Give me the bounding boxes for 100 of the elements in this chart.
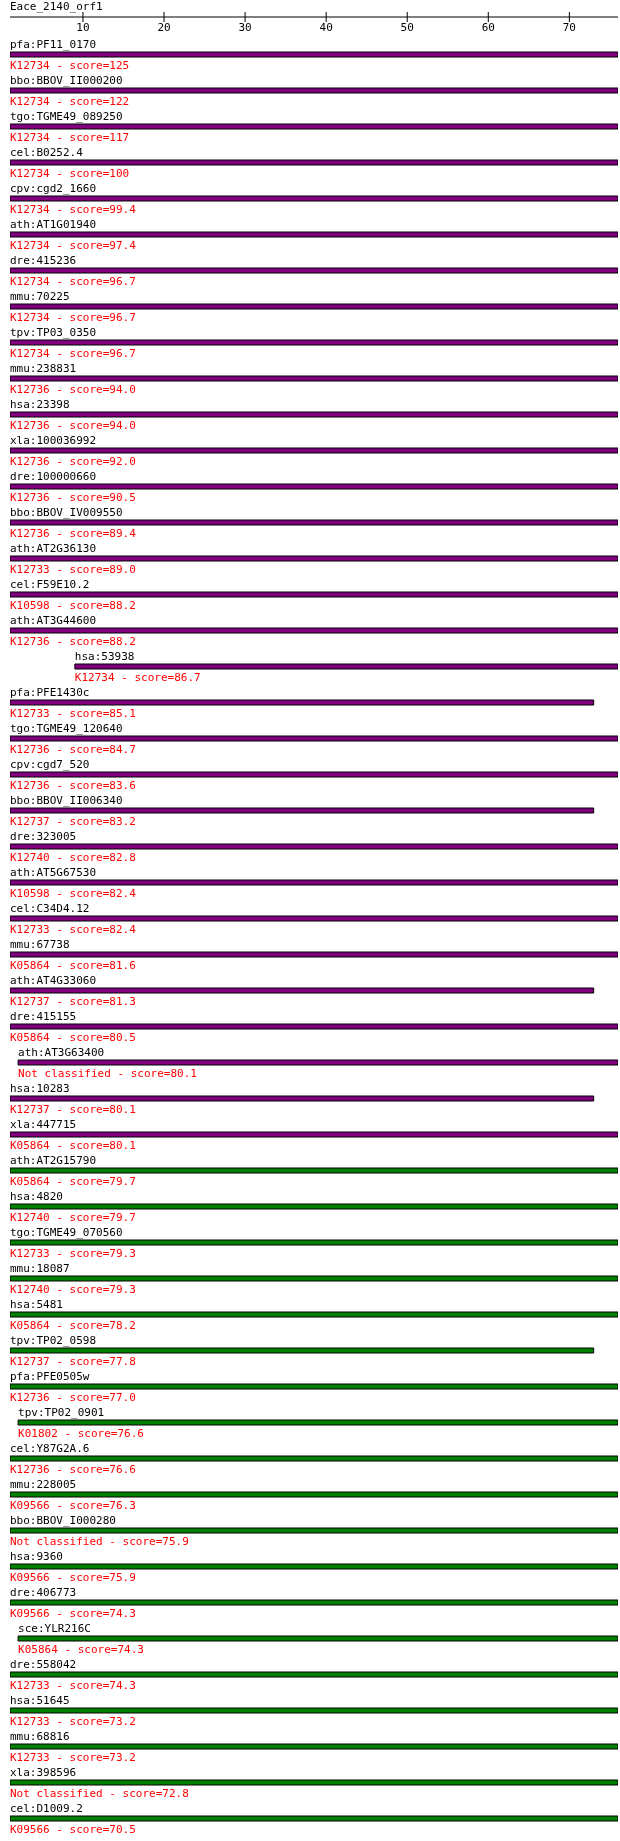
y-tick-label: cel:D1009.2 (10, 1802, 83, 1815)
annotation: K12733 - score=89.0 (10, 563, 136, 576)
y-tick-label: pfa:PFE0505w (10, 1370, 90, 1383)
annotation: K05864 - score=80.1 (10, 1139, 136, 1152)
annotation: K12734 - score=117 (10, 131, 130, 144)
annotation: K09566 - score=74.3 (10, 1607, 136, 1620)
y-tick-label: dre:100000660 (10, 470, 97, 483)
annotation: K12736 - score=88.2 (10, 635, 136, 648)
y-tick-label: xla:398596 (10, 1766, 77, 1779)
y-tick-label: hsa:23398 (10, 398, 70, 411)
y-tick-label: bbo:BBOV_II006340 (10, 794, 123, 807)
y-tick-label: dre:558042 (10, 1658, 77, 1671)
y-tick-label: mmu:18087 (10, 1262, 70, 1275)
chart-title: Eace_2140_orf1 (10, 0, 103, 14)
y-tick-label: cel:C34D4.12 (10, 902, 90, 915)
y-tick-label: ath:AT2G36130 (10, 542, 97, 555)
y-tick-label: tgo:TGME49_089250 (10, 110, 123, 123)
annotation: K12734 - score=99.4 (10, 203, 137, 216)
annotation: K05864 - score=78.2 (10, 1319, 136, 1332)
y-tick-label: hsa:51645 (10, 1694, 70, 1707)
annotation: Not classified - score=72.8 (10, 1787, 189, 1800)
x-tick-label: 50 (400, 21, 414, 34)
y-tick-label: cel:Y87G2A.6 (10, 1442, 90, 1455)
annotation: Not classified - score=75.9 (10, 1535, 189, 1548)
annotation: K05864 - score=74.3 (18, 1643, 144, 1656)
annotation: K12734 - score=96.7 (10, 347, 136, 360)
annotation: K05864 - score=79.7 (10, 1175, 136, 1188)
annotation: K12736 - score=92.0 (10, 455, 136, 468)
annotation: K12737 - score=77.8 (10, 1355, 136, 1368)
annotation: K12736 - score=83.6 (10, 779, 136, 792)
y-tick-label: tpv:TP02_0598 (10, 1334, 97, 1347)
annotation: K12740 - score=79.3 (10, 1283, 136, 1296)
y-tick-label: cpv:cgd2_1660 (10, 182, 97, 195)
x-tick-label: 20 (157, 21, 171, 34)
y-tick-label: ath:AT5G67530 (10, 866, 97, 879)
annotation: K12733 - score=73.2 (10, 1751, 136, 1764)
y-tick-label: ath:AT4G33060 (10, 974, 97, 987)
y-tick-label: hsa:9360 (10, 1550, 63, 1563)
y-tick-label: mmu:70225 (10, 290, 70, 303)
y-tick-label: tpv:TP02_0901 (18, 1406, 105, 1419)
y-tick-label: bbo:BBOV_IV009550 (10, 506, 123, 519)
annotation: K12733 - score=85.1 (10, 707, 136, 720)
y-tick-label: hsa:4820 (10, 1190, 63, 1203)
annotation: K10598 - score=88.2 (10, 599, 136, 612)
y-tick-label: bbo:BBOV_I000280 (10, 1514, 116, 1527)
y-tick-label: cpv:cgd7_520 (10, 758, 90, 771)
x-tick-label: 30 (238, 21, 252, 34)
y-tick-label: tgo:TGME49_070560 (10, 1226, 123, 1239)
annotation: K12733 - score=79.3 (10, 1247, 136, 1260)
y-tick-label: pfa:PF11_0170 (10, 38, 97, 51)
annotation: K12736 - score=77.0 (10, 1391, 136, 1404)
y-tick-label: ath:AT3G63400 (18, 1046, 105, 1059)
annotation: K12736 - score=94.0 (10, 383, 136, 396)
annotation: K12737 - score=83.2 (10, 815, 136, 828)
y-tick-label: pfa:PFE1430c (10, 686, 90, 699)
annotation: K12736 - score=84.7 (10, 743, 136, 756)
annotation: K12734 - score=100 (10, 167, 130, 180)
y-tick-label: dre:406773 (10, 1586, 77, 1599)
y-tick-label: dre:323005 (10, 830, 77, 843)
annotation: K01802 - score=76.6 (18, 1427, 144, 1440)
annotation: K12740 - score=79.7 (10, 1211, 136, 1224)
y-tick-label: tgo:TGME49_120640 (10, 722, 123, 735)
y-tick-label: ath:AT1G01940 (10, 218, 97, 231)
y-tick-label: cel:F59E10.2 (10, 578, 90, 591)
annotation: K12733 - score=82.4 (10, 923, 137, 936)
y-tick-label: ath:AT2G15790 (10, 1154, 97, 1167)
annotation: K05864 - score=81.6 (10, 959, 136, 972)
y-tick-label: dre:415236 (10, 254, 77, 267)
annotation: K12736 - score=76.6 (10, 1463, 136, 1476)
annotation: K12734 - score=125 (10, 59, 130, 72)
annotation: K05864 - score=80.5 (10, 1031, 136, 1044)
annotation: K12734 - score=96.7 (10, 311, 136, 324)
y-tick-label: dre:415155 (10, 1010, 77, 1023)
annotation: K12740 - score=82.8 (10, 851, 136, 864)
y-tick-label: cel:B0252.4 (10, 146, 84, 159)
annotation: K12733 - score=73.2 (10, 1715, 136, 1728)
y-tick-label: sce:YLR216C (18, 1622, 91, 1635)
annotation: K12736 - score=90.5 (10, 491, 136, 504)
y-tick-label: mmu:238831 (10, 362, 77, 375)
y-tick-label: ath:AT3G44600 (10, 614, 97, 627)
y-tick-label: tpv:TP03_0350 (10, 326, 97, 339)
y-tick-label: hsa:53938 (74, 650, 135, 663)
y-tick-label: bbo:BBOV_II000200 (10, 74, 123, 87)
y-tick-label: mmu:228005 (10, 1478, 77, 1491)
annotation: K12737 - score=80.1 (10, 1103, 136, 1116)
annotation: K12736 - score=94.0 (10, 419, 136, 432)
annotation: K12733 - score=74.3 (10, 1679, 136, 1692)
x-tick-label: 60 (481, 21, 495, 34)
annotation: K12734 - score=122 (10, 95, 130, 108)
annotation: K10598 - score=82.4 (10, 887, 137, 900)
y-tick-label: mmu:68816 (10, 1730, 70, 1743)
annotation: K12734 - score=86.7 (74, 671, 201, 684)
annotation: K09566 - score=75.9 (10, 1571, 136, 1584)
annotation: K12737 - score=81.3 (10, 995, 136, 1008)
annotation: K09566 - score=70.5 (10, 1823, 136, 1836)
annotation: K12734 - score=97.4 (10, 239, 137, 252)
annotation: Not classified - score=80.1 (18, 1067, 197, 1080)
x-tick-label: 10 (76, 21, 90, 34)
y-tick-label: hsa:5481 (10, 1298, 63, 1311)
x-tick-label: 70 (562, 21, 576, 34)
